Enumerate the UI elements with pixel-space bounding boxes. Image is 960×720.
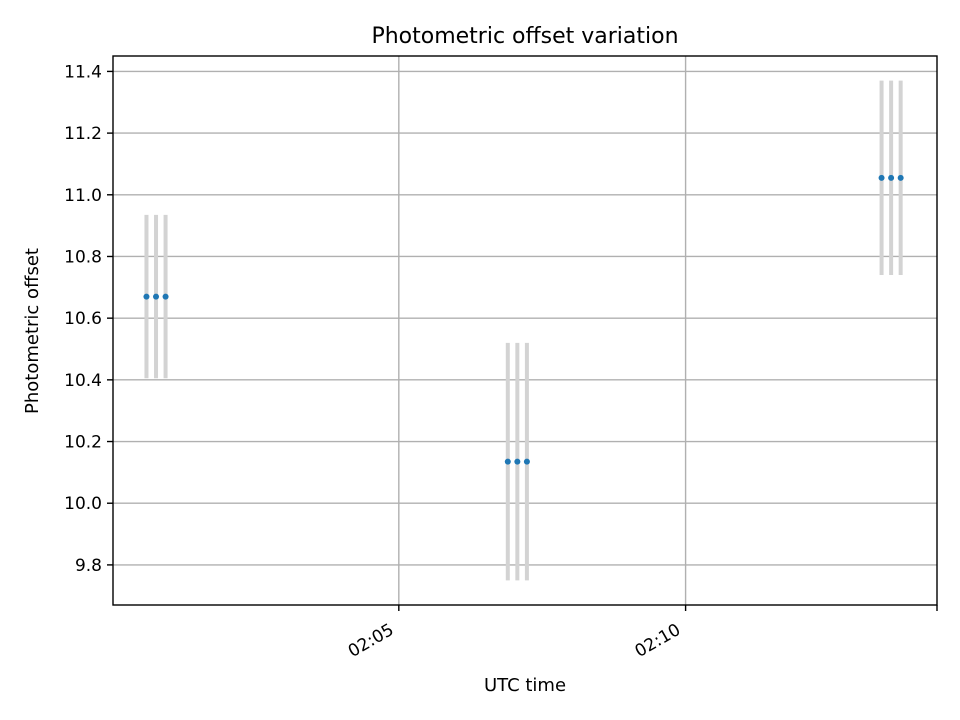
data-point — [143, 293, 150, 300]
x-axis-label: UTC time — [484, 675, 566, 696]
y-tick-label: 10.2 — [64, 433, 102, 453]
x-axis-ticks: 02:05 02:10 — [345, 605, 938, 662]
y-axis-ticks: 9.8 10.0 10.2 10.4 10.6 10.8 11.0 11.2 11.4 — [64, 62, 113, 576]
data-point — [514, 458, 521, 465]
grid-lines — [113, 56, 937, 605]
y-tick-label: 10.6 — [64, 309, 102, 329]
y-axis-label: Photometric offset — [22, 248, 43, 414]
data-point — [162, 293, 169, 300]
data-point — [153, 293, 160, 300]
y-tick-label: 11.2 — [64, 124, 102, 144]
x-tick-label: 02:10 — [632, 620, 684, 662]
y-tick-label: 10.8 — [64, 247, 102, 267]
y-tick-label: 11.0 — [64, 186, 102, 206]
plot-area-frame — [112, 55, 938, 606]
error-bars — [144, 80, 903, 581]
data-point — [504, 458, 511, 465]
data-point — [878, 174, 885, 181]
data-point — [888, 174, 895, 181]
x-tick-label: 02:05 — [345, 620, 397, 662]
y-tick-label: 11.4 — [64, 62, 102, 82]
y-tick-label: 9.8 — [75, 556, 102, 576]
data-point — [523, 458, 530, 465]
data-point — [897, 174, 904, 181]
chart-title: Photometric offset variation — [371, 24, 678, 49]
y-tick-label: 10.4 — [64, 371, 102, 391]
y-tick-label: 10.0 — [64, 494, 102, 514]
data-points — [143, 174, 904, 465]
